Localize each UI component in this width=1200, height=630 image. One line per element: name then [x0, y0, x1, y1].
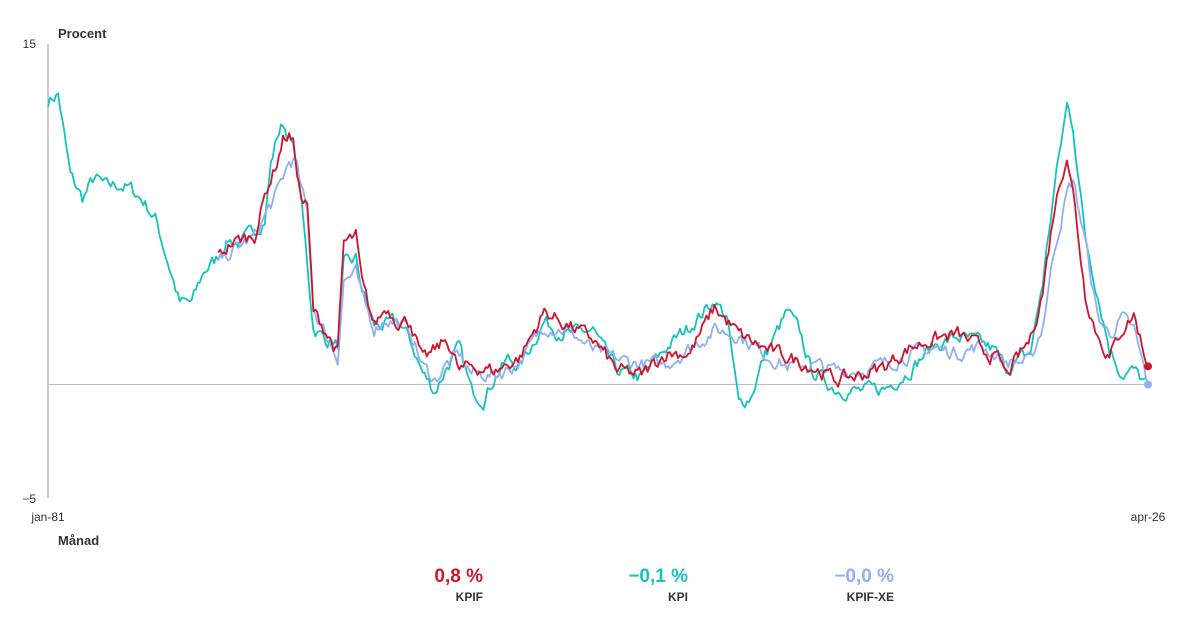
chart-axes: 15 −5 Procent jan-81 apr-26 Månad: [22, 26, 1165, 548]
legend-item-kpi: −0,1 % KPI: [548, 565, 688, 605]
legend-item-kpif: 0,8 % KPIF: [343, 565, 483, 605]
series-line-kpif-xe: [217, 156, 1149, 385]
legend-name-kpif-xe: KPIF-XE: [846, 590, 894, 604]
series-line-kpif: [217, 132, 1149, 388]
x-tick-label-start: jan-81: [30, 510, 65, 524]
y-axis-title: Procent: [58, 26, 107, 41]
y-tick-label-bottom: −5: [22, 492, 36, 506]
legend-value-kpi: −0,1 %: [628, 566, 688, 587]
legend-name-kpi: KPI: [667, 590, 688, 604]
legend-value-kpif-xe: −0,0 %: [834, 566, 894, 587]
series-line-kpi: [47, 92, 1149, 411]
legend-value-kpif: 0,8 %: [434, 566, 483, 587]
end-point-marker-kpif-xe: [1144, 380, 1152, 389]
x-tick-label-end: apr-26: [1131, 510, 1166, 524]
y-tick-label-top: 15: [23, 37, 37, 51]
x-axis-title: Månad: [58, 533, 99, 548]
legend-item-kpif-xe: −0,0 % KPIF-XE: [754, 565, 894, 605]
end-point-marker-kpif: [1144, 362, 1152, 371]
legend-name-kpif: KPIF: [455, 590, 483, 604]
series-layer: [47, 92, 1152, 411]
